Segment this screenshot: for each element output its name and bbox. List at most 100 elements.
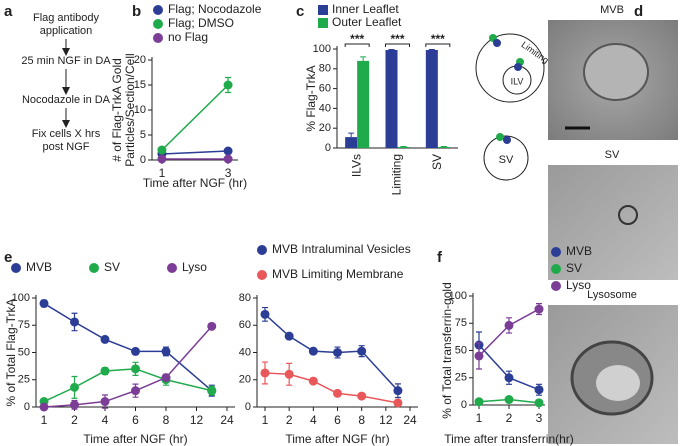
y-tick-label: 50 xyxy=(18,346,30,358)
y-axis-label: % of Total transferrin-gold xyxy=(440,282,454,419)
y-tick-label: 0 xyxy=(325,142,331,154)
x-tick-label: 2 xyxy=(506,411,513,425)
point xyxy=(207,386,217,396)
diagram-label: ILV xyxy=(511,76,524,86)
legend-label: Inner Leaflet xyxy=(332,2,399,16)
significance-bracket xyxy=(385,43,410,47)
point xyxy=(393,386,403,396)
point xyxy=(100,397,110,407)
blue-dot xyxy=(514,63,522,71)
step-text: Flag antibody xyxy=(33,12,100,24)
x-tick-label: 4 xyxy=(310,413,317,427)
significance-bracket xyxy=(344,43,370,47)
point xyxy=(70,400,79,410)
point xyxy=(161,346,171,356)
panel-letter: e xyxy=(4,249,12,266)
point xyxy=(357,346,367,356)
legend-marker xyxy=(89,263,99,273)
point xyxy=(39,298,49,308)
legend-label: Lyso xyxy=(566,278,591,292)
series-line xyxy=(161,84,229,151)
legend-label: SV xyxy=(566,261,582,275)
legend-label: Flag; DMSO xyxy=(168,16,234,30)
point xyxy=(223,146,233,156)
panel-letter: a xyxy=(4,3,13,20)
y-tick-label: 40 xyxy=(319,102,331,114)
point xyxy=(157,154,167,164)
legend-marker xyxy=(11,263,21,273)
legend-marker xyxy=(551,264,561,274)
x-axis-label: Time after NGF (hr) xyxy=(83,432,187,446)
y-tick-label: 80 xyxy=(239,292,251,304)
point xyxy=(534,385,544,395)
micrograph-feature xyxy=(596,365,640,401)
x-tick-label: 3 xyxy=(536,411,543,425)
step-text: 25 min NGF in DA xyxy=(21,55,111,67)
y-tick-label: 100 xyxy=(449,290,467,302)
error-bar xyxy=(360,56,367,66)
x-tick-label: 1 xyxy=(476,411,483,425)
point xyxy=(504,320,514,330)
error-bar xyxy=(428,48,435,51)
legend-marker xyxy=(551,247,561,257)
bar xyxy=(425,49,438,148)
y-tick-label: 0 xyxy=(24,401,30,413)
legend-marker xyxy=(167,263,177,273)
x-tick-label: 6 xyxy=(334,413,341,427)
point xyxy=(131,364,140,374)
micrograph xyxy=(548,165,678,280)
point xyxy=(39,402,49,412)
vesicle-outline xyxy=(475,33,545,103)
annotation: *** xyxy=(350,32,364,46)
point xyxy=(260,368,270,378)
point xyxy=(534,304,544,314)
micrograph-feature xyxy=(618,205,638,225)
y-tick-label: 60 xyxy=(319,83,331,95)
x-tick-label: 12 xyxy=(190,413,204,427)
x-axis-label: Time after NGF (hr) xyxy=(285,432,389,446)
leaflet-diagram: Limiting ILV SV xyxy=(475,33,551,181)
point xyxy=(70,317,79,327)
legend-marker xyxy=(257,245,267,255)
legend-label: Outer Leaflet xyxy=(332,15,402,29)
point xyxy=(284,331,294,341)
error-bar xyxy=(388,48,395,51)
point xyxy=(534,398,544,408)
point xyxy=(357,391,367,401)
x-tick-label: SV xyxy=(430,154,444,170)
y-tick-label: 100 xyxy=(12,292,30,304)
error-bar xyxy=(348,132,355,142)
x-tick-label: 2 xyxy=(286,413,293,427)
error-bar xyxy=(440,146,447,149)
series-line xyxy=(264,313,399,392)
point xyxy=(207,321,217,331)
point xyxy=(100,366,110,376)
panel-letter: c xyxy=(296,3,304,20)
micrograph-label: MVB xyxy=(600,4,624,16)
y-tick-label: 15 xyxy=(134,79,146,91)
panel-letter: b xyxy=(132,3,141,20)
point xyxy=(393,398,403,408)
point xyxy=(474,397,484,407)
x-tick-label: 24 xyxy=(403,413,417,427)
sv-outline xyxy=(483,135,529,181)
step-text: post NGF xyxy=(42,141,89,153)
point xyxy=(504,373,514,383)
x-axis-label: Time after transferrin(hr) xyxy=(444,432,574,446)
y-axis-label: % of Total Flag-TrkA xyxy=(4,298,18,406)
diagram-label: Limiting xyxy=(519,39,550,65)
legend-label: Lyso xyxy=(182,260,207,274)
y-axis-label: Particles/Section/Cell xyxy=(123,53,137,166)
x-axis-label: Time after NGF (hr) xyxy=(143,176,247,190)
y-tick-label: 5 xyxy=(140,129,146,141)
significance-bracket xyxy=(425,43,451,47)
x-tick-label: 1 xyxy=(262,413,269,427)
series-line xyxy=(43,368,212,403)
legend-marker xyxy=(551,281,561,291)
x-tick-label: 8 xyxy=(163,413,170,427)
annotation: *** xyxy=(390,32,404,46)
point xyxy=(161,373,171,383)
point xyxy=(260,309,270,319)
series-line xyxy=(43,325,213,408)
